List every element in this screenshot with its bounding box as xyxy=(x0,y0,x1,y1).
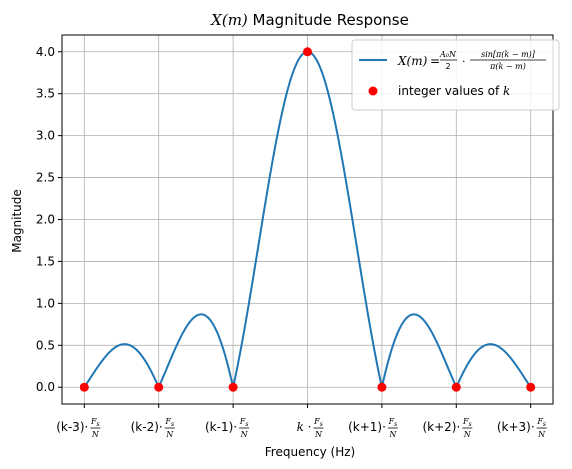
y-axis-label: Magnitude xyxy=(10,189,24,253)
y-tick-label: 0.5 xyxy=(36,338,55,352)
legend-markers-label: integer values of k xyxy=(398,84,510,98)
integer-k-marker xyxy=(377,382,387,392)
svg-text:Fs: Fs xyxy=(239,417,249,428)
legend-box xyxy=(351,39,560,111)
svg-text:N: N xyxy=(91,430,100,439)
svg-text:k ·: k · xyxy=(297,420,312,434)
plot-series xyxy=(79,47,536,392)
x-tick-label: (k-1)· Fs N xyxy=(205,417,250,439)
svg-text:(k+2)·: (k+2)· xyxy=(422,420,460,434)
legend: X(m) = A₀N 2 · sin[π(k − m)] π(k − m) in… xyxy=(351,39,560,111)
svg-text:N: N xyxy=(463,430,472,439)
svg-text:Fs: Fs xyxy=(388,417,398,428)
svg-text:Fs: Fs xyxy=(90,417,100,428)
svg-text:N: N xyxy=(165,430,174,439)
svg-text:(k+1)·: (k+1)· xyxy=(348,420,386,434)
svg-text:Fs: Fs xyxy=(164,417,174,428)
svg-text:N: N xyxy=(388,430,397,439)
integer-k-marker xyxy=(526,382,536,392)
svg-text:Fs: Fs xyxy=(313,417,323,428)
svg-text:N: N xyxy=(240,430,249,439)
svg-text:(k-2)·: (k-2)· xyxy=(131,420,163,434)
svg-text:2: 2 xyxy=(445,62,450,71)
y-tick-label: 4.0 xyxy=(36,45,55,59)
y-tick-label: 3.5 xyxy=(36,87,55,101)
x-tick-label: (k+2)· Fs N xyxy=(422,417,473,439)
svg-text:·: · xyxy=(462,55,466,68)
svg-text:N: N xyxy=(537,430,546,439)
y-tick-label: 1.0 xyxy=(36,296,55,310)
integer-k-marker xyxy=(228,382,238,392)
svg-text:=: = xyxy=(430,54,440,68)
y-tick-label: 2.5 xyxy=(36,171,55,185)
svg-text:(k+3)·: (k+3)· xyxy=(497,420,535,434)
integer-k-marker xyxy=(79,382,89,392)
y-axis: 0.0 0.5 1.0 1.5 2.0 2.5 3.0 3.5 4.0 xyxy=(36,45,62,394)
grid xyxy=(62,35,553,404)
svg-text:X(m): X(m) xyxy=(397,54,428,68)
integer-k-marker xyxy=(451,382,461,392)
legend-formula: X(m) = A₀N 2 · sin[π(k − m)] π(k − m) xyxy=(397,50,546,71)
y-tick-label: 0.0 xyxy=(36,380,55,394)
svg-text:Fs: Fs xyxy=(462,417,472,428)
chart-title: X(m) Magnitude Response xyxy=(210,11,409,29)
svg-text:sin[π(k − m)]: sin[π(k − m)] xyxy=(481,50,536,59)
svg-text:(k-3)·: (k-3)· xyxy=(56,420,88,434)
x-tick-label: k · Fs N xyxy=(297,417,324,439)
svg-text:(k-1)·: (k-1)· xyxy=(205,420,237,434)
x-tick-label: (k-3)· Fs N xyxy=(56,417,101,439)
svg-text:A₀N: A₀N xyxy=(439,50,457,59)
y-tick-label: 2.0 xyxy=(36,213,55,227)
x-axis-label: Frequency (Hz) xyxy=(265,445,356,459)
integer-k-marker xyxy=(303,47,312,57)
x-tick-label: (k-2)· Fs N xyxy=(131,417,175,439)
svg-text:π(k − m): π(k − m) xyxy=(489,62,526,71)
legend-marker-swatch xyxy=(368,86,378,96)
x-tick-label: (k+3)· Fs N xyxy=(497,417,547,439)
svg-text:N: N xyxy=(314,430,323,439)
integer-k-marker xyxy=(154,382,164,392)
svg-text:Fs: Fs xyxy=(536,417,546,428)
x-tick-label: (k+1)· Fs N xyxy=(348,417,398,439)
y-tick-label: 3.0 xyxy=(36,129,55,143)
y-tick-label: 1.5 xyxy=(36,254,55,268)
